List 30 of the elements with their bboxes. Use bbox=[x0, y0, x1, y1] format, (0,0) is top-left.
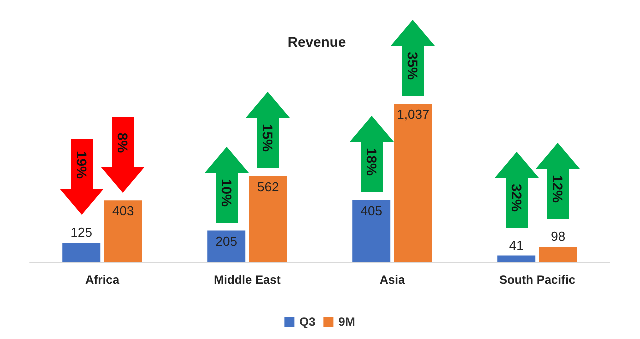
data-label: 562 bbox=[258, 179, 280, 194]
data-label: 405 bbox=[360, 203, 382, 218]
x-tick-label: South Pacific bbox=[499, 273, 576, 287]
x-tick-label: Middle East bbox=[214, 273, 281, 287]
data-label: 1,037 bbox=[397, 107, 430, 122]
bar bbox=[498, 256, 536, 262]
bar bbox=[208, 230, 246, 262]
bar bbox=[394, 104, 432, 262]
data-label: 205 bbox=[216, 234, 238, 249]
x-tick-label: Africa bbox=[85, 273, 120, 287]
annotation: 10% bbox=[218, 178, 236, 209]
bar bbox=[352, 200, 391, 262]
data-label: 98 bbox=[551, 229, 566, 244]
annotation: 32% bbox=[508, 182, 526, 214]
bar bbox=[539, 247, 578, 262]
annotation: 18% bbox=[362, 147, 381, 178]
text: 35% bbox=[404, 50, 422, 82]
annotation: 15% bbox=[259, 123, 278, 154]
legend-label: Q3 bbox=[300, 315, 316, 329]
chart-title: Revenue bbox=[288, 34, 346, 50]
bar bbox=[62, 242, 101, 262]
data-label: 125 bbox=[70, 224, 92, 240]
legend-label: 9M bbox=[338, 315, 356, 329]
annotation: 12% bbox=[549, 174, 568, 206]
bar bbox=[104, 200, 142, 262]
x-tick-label: Asia bbox=[380, 273, 406, 287]
data-label: 403 bbox=[112, 204, 134, 219]
data-label: 41 bbox=[509, 238, 524, 253]
annotation: 19% bbox=[72, 150, 91, 181]
annotation: 8% bbox=[114, 131, 132, 155]
